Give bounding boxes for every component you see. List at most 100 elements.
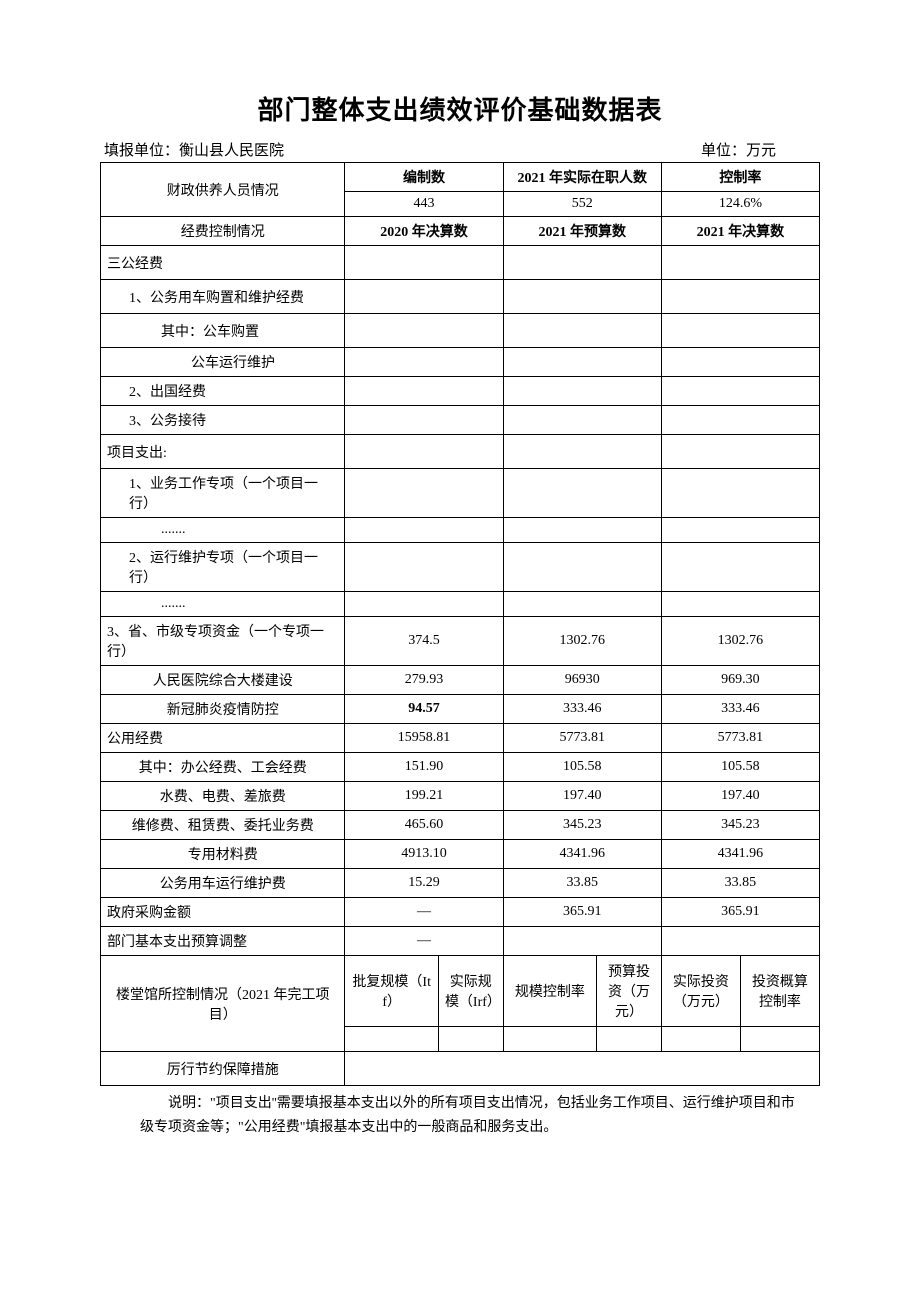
cell (345, 314, 503, 348)
cell (345, 1027, 438, 1052)
meta-row: 填报单位：衡山县人民医院 单位：万元 (100, 139, 820, 160)
cell-value: 199.21 (345, 782, 503, 811)
table-row: ....... (101, 518, 820, 543)
table-row: 公车运行维护 (101, 348, 820, 377)
table-row: 2、出国经费 (101, 377, 820, 406)
cell-value: 96930 (503, 666, 661, 695)
row-label: 公用经费 (101, 724, 345, 753)
cell-value: 33.85 (503, 869, 661, 898)
cell (345, 518, 503, 543)
personnel-h3: 控制率 (661, 163, 819, 192)
cell-value: 333.46 (661, 695, 819, 724)
cell (661, 377, 819, 406)
cell (345, 348, 503, 377)
row-label: 水费、电费、差旅费 (101, 782, 345, 811)
row-label: 人民医院综合大楼建设 (101, 666, 345, 695)
cell-value: 279.93 (345, 666, 503, 695)
row-label: 其中：办公经费、工会经费 (101, 753, 345, 782)
cell (503, 435, 661, 469)
page-title: 部门整体支出绩效评价基础数据表 (100, 90, 820, 127)
cell-value: 333.46 (503, 695, 661, 724)
cell (438, 1027, 503, 1052)
cell-value: 151.90 (345, 753, 503, 782)
row-label: 其中：公车购置 (101, 314, 345, 348)
cell (661, 280, 819, 314)
currency-unit: 单位：万元 (701, 139, 816, 160)
cell-value: 5773.81 (661, 724, 819, 753)
table-row: 其中：办公经费、工会经费 151.90 105.58 105.58 (101, 753, 820, 782)
table-row: 人民医院综合大楼建设 279.93 96930 969.30 (101, 666, 820, 695)
cell-value: 4913.10 (345, 840, 503, 869)
personnel-label: 财政供养人员情况 (101, 163, 345, 217)
personnel-v3: 124.6% (661, 192, 819, 217)
row-label: 项目支出: (101, 435, 345, 469)
building-control-header-row: 楼堂馆所控制情况（2021 年完工项目） 批复规模（Itf） 实际规模（Irf）… (101, 956, 820, 1027)
building-ctrl-label: 楼堂馆所控制情况（2021 年完工项目） (101, 956, 345, 1052)
personnel-h1: 编制数 (345, 163, 503, 192)
cell (503, 1027, 596, 1052)
table-row: 3、公务接待 (101, 406, 820, 435)
cell (661, 435, 819, 469)
cell (345, 280, 503, 314)
public-expense-header-row: 公用经费 15958.81 5773.81 5773.81 (101, 724, 820, 753)
building-h2: 实际规模（Irf） (438, 956, 503, 1027)
cell-value: 105.58 (661, 753, 819, 782)
cell (661, 314, 819, 348)
cell (661, 1027, 740, 1052)
cell-value: 15.29 (345, 869, 503, 898)
thrift-label: 厉行节约保障措施 (101, 1052, 345, 1086)
cell-value: — (345, 927, 503, 956)
cell (740, 1027, 819, 1052)
table-row: 新冠肺炎疫情防控 94.57 333.46 333.46 (101, 695, 820, 724)
cell-value: 4341.96 (661, 840, 819, 869)
building-h5: 实际投资（万元） (661, 956, 740, 1027)
cell (503, 348, 661, 377)
cell-value: 94.57 (345, 695, 503, 724)
cell (345, 435, 503, 469)
row-label: 三公经费 (101, 246, 345, 280)
cell (503, 469, 661, 518)
row-label: 1、公务用车购置和维护经费 (101, 280, 345, 314)
cell (661, 592, 819, 617)
cell (503, 543, 661, 592)
cell (503, 314, 661, 348)
personnel-v1: 443 (345, 192, 503, 217)
cell (503, 518, 661, 543)
cell-value: 374.5 (345, 617, 503, 666)
cell (503, 377, 661, 406)
cell (661, 518, 819, 543)
cell (345, 1052, 820, 1086)
building-h6: 投资概算控制率 (740, 956, 819, 1027)
reporting-unit: 填报单位：衡山县人民医院 (104, 139, 284, 160)
cell-value: 1302.76 (661, 617, 819, 666)
table-row: 1、公务用车购置和维护经费 (101, 280, 820, 314)
cell (661, 469, 819, 518)
row-label: 新冠肺炎疫情防控 (101, 695, 345, 724)
expense-control-header-row: 经费控制情况 2020 年决算数 2021 年预算数 2021 年决算数 (101, 217, 820, 246)
table-row: 1、业务工作专项（一个项目一行） (101, 469, 820, 518)
cell-value: 197.40 (503, 782, 661, 811)
cell-value: 5773.81 (503, 724, 661, 753)
building-h4: 预算投资（万元） (597, 956, 662, 1027)
expense-h1: 2020 年决算数 (345, 217, 503, 246)
cell-value: 197.40 (661, 782, 819, 811)
cell-value: 365.91 (503, 898, 661, 927)
gov-procurement-row: 政府采购金额 — 365.91 365.91 (101, 898, 820, 927)
thrift-measures-row: 厉行节约保障措施 (101, 1052, 820, 1086)
row-label: ....... (101, 592, 345, 617)
budget-table: 财政供养人员情况 编制数 2021 年实际在职人数 控制率 443 552 12… (100, 162, 820, 1086)
expense-ctrl-label: 经费控制情况 (101, 217, 345, 246)
table-row: 其中：公车购置 (101, 314, 820, 348)
table-row: 专用材料费 4913.10 4341.96 4341.96 (101, 840, 820, 869)
cell (661, 406, 819, 435)
table-row: 公务用车运行维护费 15.29 33.85 33.85 (101, 869, 820, 898)
row-label: 公务用车运行维护费 (101, 869, 345, 898)
cell (345, 592, 503, 617)
cell (597, 1027, 662, 1052)
row-label: 专用材料费 (101, 840, 345, 869)
cell-value: 969.30 (661, 666, 819, 695)
cell (345, 543, 503, 592)
table-row: 维修费、租赁费、委托业务费 465.60 345.23 345.23 (101, 811, 820, 840)
building-h3: 规模控制率 (503, 956, 596, 1027)
cell-value: — (345, 898, 503, 927)
